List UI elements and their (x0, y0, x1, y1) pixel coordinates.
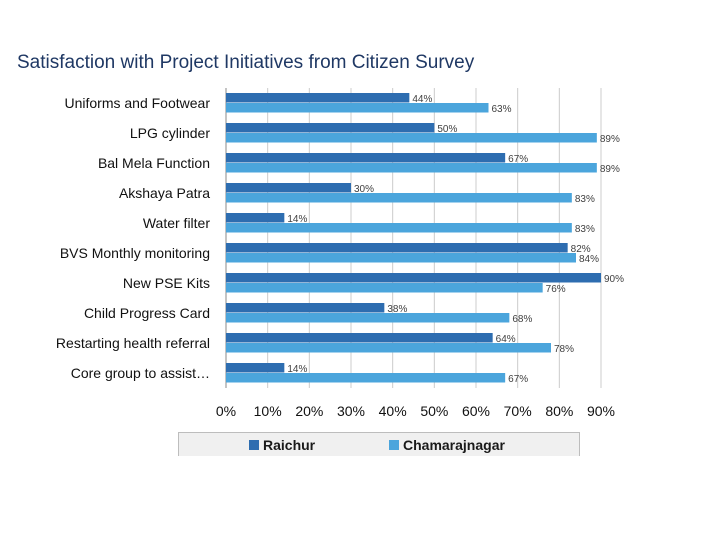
bar-raichur (226, 213, 285, 223)
data-label: 64% (496, 334, 516, 345)
x-tick-label: 40% (379, 403, 407, 419)
data-label: 44% (412, 94, 432, 105)
data-label: 78% (554, 344, 574, 355)
x-tick-label: 90% (587, 403, 615, 419)
chart-legend: Raichur Chamarajnagar (178, 432, 580, 456)
bar-chamarajnagar (226, 283, 543, 293)
category-label: BVS Monthly monitoring (60, 245, 210, 261)
legend-item-raichur: Raichur (249, 437, 315, 453)
bar-chamarajnagar (226, 343, 551, 353)
bar-raichur (226, 273, 601, 283)
category-label: LPG cylinder (130, 125, 210, 141)
data-label: 63% (492, 104, 512, 115)
data-label: 14% (287, 214, 307, 225)
bar-raichur (226, 183, 351, 193)
bar-raichur (226, 93, 410, 103)
data-label: 90% (604, 274, 624, 285)
data-label: 82% (571, 244, 591, 255)
bar-chamarajnagar (226, 133, 597, 143)
data-label: 89% (600, 134, 620, 145)
data-label: 83% (575, 194, 595, 205)
data-label: 30% (354, 184, 374, 195)
category-label: Water filter (143, 215, 210, 231)
x-tick-label: 30% (337, 403, 365, 419)
data-label: 38% (387, 304, 407, 315)
category-label: Core group to assist… (71, 365, 210, 381)
bar-raichur (226, 333, 493, 343)
bar-chamarajnagar (226, 103, 489, 113)
legend-swatch-raichur (249, 440, 259, 450)
data-label: 67% (508, 154, 528, 165)
data-label: 68% (512, 314, 532, 325)
category-label: Bal Mela Function (98, 155, 210, 171)
data-label: 89% (600, 164, 620, 175)
x-tick-label: 10% (254, 403, 282, 419)
bar-chamarajnagar (226, 253, 576, 263)
data-label: 67% (508, 374, 528, 385)
x-tick-label: 80% (545, 403, 573, 419)
legend-label-chamarajnagar: Chamarajnagar (403, 437, 505, 453)
x-tick-label: 60% (462, 403, 490, 419)
legend-item-chamarajnagar: Chamarajnagar (389, 437, 505, 453)
x-tick-label: 70% (504, 403, 532, 419)
bar-raichur (226, 303, 385, 313)
legend-swatch-chamarajnagar (389, 440, 399, 450)
data-label: 76% (546, 284, 566, 295)
chart-title: Satisfaction with Project Initiatives fr… (17, 52, 475, 73)
x-tick-label: 20% (295, 403, 323, 419)
data-label: 14% (287, 364, 307, 375)
bar-raichur (226, 123, 435, 133)
bar-raichur (226, 363, 285, 373)
bar-raichur (226, 243, 568, 253)
bar-chamarajnagar (226, 373, 506, 383)
x-tick-label: 50% (420, 403, 448, 419)
bar-chamarajnagar (226, 163, 597, 173)
category-label: Child Progress Card (84, 305, 210, 321)
bar-chamarajnagar (226, 193, 572, 203)
category-label: New PSE Kits (123, 275, 210, 291)
legend-label-raichur: Raichur (263, 437, 316, 453)
x-tick-label: 0% (216, 403, 236, 419)
category-label: Uniforms and Footwear (64, 95, 210, 111)
bar-chamarajnagar (226, 313, 510, 323)
data-label: 83% (575, 224, 595, 235)
bar-chamarajnagar (226, 223, 572, 233)
data-label: 84% (579, 254, 599, 265)
category-label: Restarting health referral (56, 335, 210, 351)
category-label: Akshaya Patra (119, 185, 210, 201)
bar-raichur (226, 153, 506, 163)
data-label: 50% (437, 124, 457, 135)
